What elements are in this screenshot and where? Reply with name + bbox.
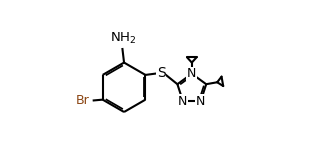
Text: N: N xyxy=(178,95,188,108)
Text: Br: Br xyxy=(76,94,90,107)
Text: S: S xyxy=(157,66,166,80)
Text: N: N xyxy=(196,95,206,108)
Text: NH$_2$: NH$_2$ xyxy=(110,31,136,46)
Text: N: N xyxy=(187,67,197,80)
